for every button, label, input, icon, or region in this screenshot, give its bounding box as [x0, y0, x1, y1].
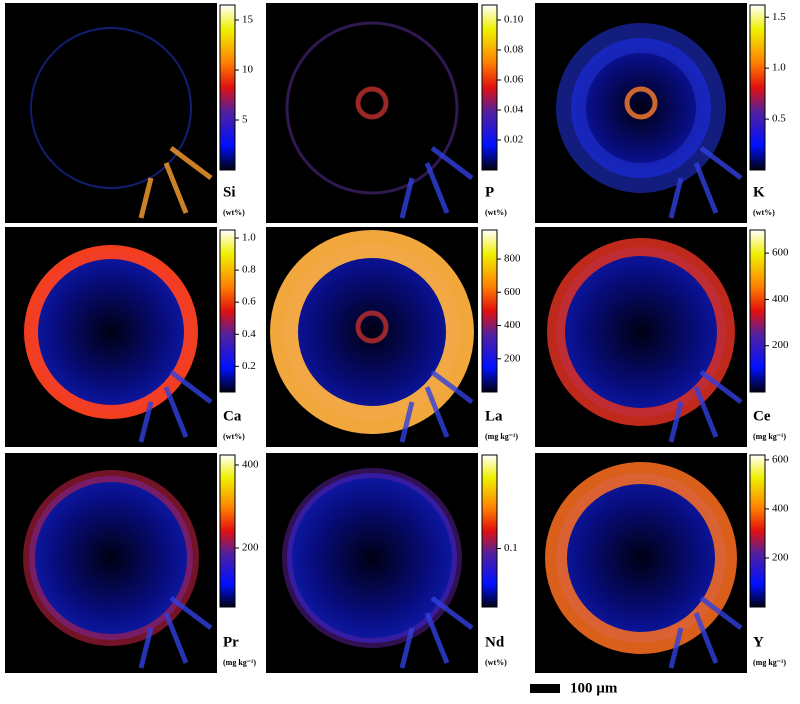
colorbar-tick-label: 0.4 [242, 328, 256, 340]
map-roots [138, 370, 213, 443]
colorbar-tick-label: 0.5 [772, 113, 786, 125]
colorbar-tick-label: 400 [504, 319, 521, 331]
colorbar-tick-label: 800 [504, 253, 521, 265]
unit-label: (mg kg⁻¹) [753, 658, 786, 667]
colorbar-tick-label: 200 [504, 352, 521, 364]
colorbar [219, 4, 236, 171]
colorbar-tick-label: 400 [242, 458, 259, 470]
element-label: P [485, 184, 494, 200]
unit-label: (mg kg⁻¹) [485, 432, 518, 441]
unit-label: (wt%) [223, 208, 245, 217]
map-roots [668, 370, 743, 443]
colorbar [749, 229, 766, 393]
colorbar-tick-label: 0.8 [242, 264, 256, 276]
map-ring [556, 23, 726, 193]
map-cell [29, 476, 193, 640]
colorbar-tick-label: 0.2 [242, 360, 256, 372]
scale-label: 100 µm [570, 680, 618, 696]
element-label: Pr [223, 634, 239, 650]
unit-label: (mg kg⁻¹) [223, 658, 256, 667]
element-label: Ce [753, 408, 771, 424]
colorbar-tick-label: 1.0 [772, 62, 786, 74]
map-cell [287, 473, 457, 643]
map-roots [668, 596, 743, 669]
colorbar-tick-label: 200 [242, 542, 259, 554]
colorbar-tick-label: 0.06 [504, 74, 524, 86]
map-roots [138, 596, 213, 669]
colorbar-tick-label: 400 [772, 293, 789, 305]
colorbar [481, 4, 498, 171]
map-cell [556, 247, 726, 417]
colorbar-tick-label: 0.04 [504, 104, 524, 116]
element-label: La [485, 408, 503, 424]
colorbar-tick-label: 400 [772, 502, 789, 514]
map-cell [571, 38, 711, 178]
colorbar [481, 229, 498, 393]
map-ring [282, 468, 462, 648]
colorbar [749, 454, 766, 608]
map-ring [30, 27, 192, 189]
colorbar-tick-label: 0.02 [504, 134, 523, 146]
colorbar-tick-label: 10 [242, 64, 254, 76]
map-cell [556, 473, 726, 643]
element-label: Nd [485, 634, 505, 650]
map-core [624, 86, 658, 120]
colorbar-tick-label: 600 [772, 453, 789, 465]
map-roots [399, 370, 474, 443]
colorbar-tick-label: 200 [772, 339, 789, 351]
colorbar-tick-label: 1.0 [242, 232, 256, 244]
map-image [5, 3, 217, 223]
colorbar-tick-label: 600 [772, 247, 789, 259]
map-ring [23, 470, 199, 646]
unit-label: (wt%) [753, 208, 775, 217]
map-ring [270, 230, 474, 434]
colorbar [219, 229, 236, 393]
colorbar-tick-label: 15 [242, 14, 254, 26]
element-label: Si [223, 184, 236, 200]
colorbar-tick-label: 0.10 [504, 14, 524, 26]
map-core [355, 310, 389, 344]
colorbar-tick-label: 1.5 [772, 11, 786, 23]
scale-bar [530, 684, 560, 693]
element-label: Ca [223, 408, 242, 424]
colorbar-tick-label: 600 [504, 286, 521, 298]
map-image [266, 3, 478, 223]
map-cell [31, 252, 191, 412]
map-roots [399, 596, 474, 669]
map-core [355, 86, 389, 120]
unit-label: (wt%) [223, 432, 245, 441]
colorbar-tick-label: 200 [772, 551, 789, 563]
unit-label: (wt%) [485, 208, 507, 217]
colorbar-tick-label: 0.1 [504, 542, 518, 554]
colorbar [219, 454, 236, 608]
map-ring [24, 245, 198, 419]
colorbar-tick-label: 5 [242, 114, 248, 126]
map-roots [138, 146, 213, 219]
unit-label: (wt%) [485, 658, 507, 667]
unit-label: (mg kg⁻¹) [753, 432, 786, 441]
element-label: Y [753, 634, 764, 650]
colorbar [481, 454, 498, 608]
colorbar-tick-label: 0.6 [242, 296, 256, 308]
map-roots [668, 146, 743, 219]
element-label: K [753, 184, 765, 200]
map-ring [285, 21, 459, 195]
map-cell [284, 244, 460, 420]
map-roots [399, 146, 474, 219]
map-ring [545, 462, 737, 654]
colorbar-tick-label: 0.08 [504, 44, 524, 56]
map-ring [547, 238, 735, 426]
colorbar [749, 4, 766, 171]
